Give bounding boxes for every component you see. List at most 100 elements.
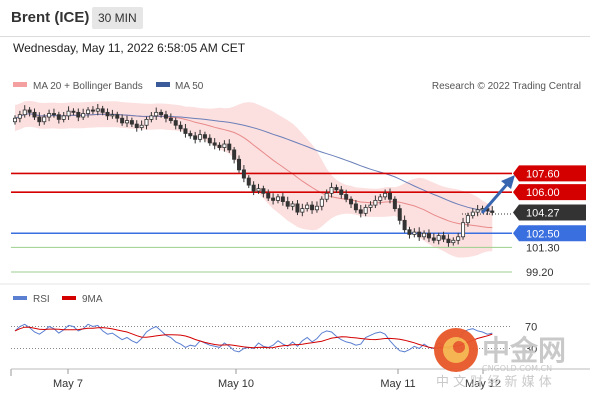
candle bbox=[295, 200, 300, 216]
candle bbox=[81, 108, 86, 120]
ma50-line bbox=[14, 113, 493, 212]
x-tick-label-0: May 7 bbox=[53, 378, 83, 390]
candle bbox=[256, 183, 261, 194]
candle bbox=[95, 104, 100, 116]
candle bbox=[212, 138, 217, 150]
x-tick-label-1: May 10 bbox=[218, 378, 254, 390]
candle bbox=[349, 196, 354, 209]
candle bbox=[397, 204, 402, 225]
candle bbox=[188, 130, 193, 139]
candle bbox=[387, 188, 392, 204]
candle bbox=[378, 193, 383, 205]
x-axis: May 7 May 10 May 11 May 12 bbox=[11, 368, 590, 390]
candle bbox=[246, 175, 251, 189]
rsi-ma-legend-swatch bbox=[62, 296, 76, 300]
candle bbox=[241, 165, 246, 183]
candle bbox=[441, 231, 446, 243]
candle bbox=[66, 106, 71, 120]
ma50-legend-label: MA 50 bbox=[175, 81, 204, 92]
candle bbox=[446, 234, 451, 247]
candle bbox=[100, 105, 105, 116]
candle bbox=[407, 226, 412, 239]
rsi-level-label-0: 70 bbox=[525, 322, 537, 334]
candle bbox=[42, 114, 47, 125]
candle bbox=[71, 108, 76, 116]
x-tick-label-2: May 11 bbox=[380, 378, 415, 390]
candle bbox=[310, 201, 315, 214]
candle bbox=[32, 108, 37, 120]
candle bbox=[183, 123, 188, 138]
candle bbox=[368, 201, 373, 212]
candle bbox=[436, 232, 441, 245]
candle bbox=[422, 230, 427, 240]
rsi-level-label-1: 30 bbox=[525, 344, 537, 356]
candle bbox=[373, 195, 378, 209]
candle bbox=[417, 227, 422, 241]
candle bbox=[285, 196, 290, 210]
price-level-labels: 107.60 106.00 102.50 101.30 99.20 104.27 bbox=[513, 165, 586, 279]
candle bbox=[275, 193, 280, 204]
candle bbox=[222, 140, 227, 152]
candle bbox=[154, 107, 159, 120]
candle bbox=[358, 204, 363, 218]
candle bbox=[168, 113, 173, 124]
candle bbox=[27, 107, 32, 117]
candle bbox=[115, 111, 120, 123]
candle bbox=[159, 109, 164, 118]
bollinger-band bbox=[15, 100, 493, 258]
candle bbox=[193, 131, 198, 144]
candle bbox=[426, 229, 431, 243]
timestamp: Wednesday, May 11, 2022 6:58:05 AM CET bbox=[13, 41, 246, 55]
candle bbox=[465, 212, 470, 227]
candle bbox=[402, 215, 407, 233]
candle bbox=[86, 107, 91, 118]
candle bbox=[363, 204, 368, 217]
candle bbox=[47, 109, 52, 122]
candle bbox=[383, 189, 388, 200]
level-label-0: 107.60 bbox=[526, 168, 560, 180]
candle bbox=[334, 184, 339, 193]
candle bbox=[329, 182, 334, 198]
level-label-box-2 bbox=[513, 225, 586, 242]
credit-label: Research © 2022 Trading Central bbox=[432, 81, 581, 92]
ma20-legend-swatch bbox=[13, 82, 27, 87]
candle bbox=[271, 193, 276, 205]
candle bbox=[129, 117, 134, 128]
candle bbox=[451, 237, 456, 246]
ma50-legend-swatch bbox=[156, 82, 170, 87]
header-bar: Brent (ICE) 30 MIN bbox=[0, 0, 590, 37]
candle bbox=[110, 109, 115, 119]
candle bbox=[207, 134, 212, 146]
candle bbox=[37, 112, 42, 126]
candle bbox=[227, 139, 232, 153]
last-price-label: 104.27 bbox=[526, 207, 560, 219]
candle bbox=[139, 120, 144, 131]
level-label-3: 101.30 bbox=[526, 242, 560, 254]
candle bbox=[134, 120, 139, 132]
candle bbox=[412, 228, 417, 238]
watermark-domain: CNGOLD.COM.CN bbox=[482, 364, 552, 373]
rsi-legend-swatch bbox=[13, 296, 27, 300]
level-label-4: 99.20 bbox=[526, 267, 554, 279]
candle bbox=[144, 116, 149, 130]
rsi-line bbox=[14, 323, 493, 353]
rsi-legend-label: RSI bbox=[33, 294, 50, 305]
candle bbox=[120, 114, 125, 126]
level-label-box-1 bbox=[513, 184, 586, 201]
candlesticks bbox=[12, 104, 495, 247]
candle bbox=[280, 192, 285, 206]
candle bbox=[17, 110, 22, 123]
level-label-box-0 bbox=[513, 165, 586, 182]
candle bbox=[344, 189, 349, 203]
forecast-arrow-line bbox=[480, 181, 511, 214]
candle bbox=[198, 129, 203, 143]
candle bbox=[392, 196, 397, 212]
watermark-tagline: 中 文 财 经 新 媒 体 bbox=[436, 374, 552, 390]
timeframe-badge[interactable]: 30 MIN bbox=[92, 7, 143, 29]
bollinger-band-area bbox=[15, 100, 493, 258]
candle bbox=[339, 185, 344, 199]
candle bbox=[314, 201, 319, 213]
candle bbox=[305, 202, 310, 212]
moving-average-lines bbox=[14, 113, 493, 229]
